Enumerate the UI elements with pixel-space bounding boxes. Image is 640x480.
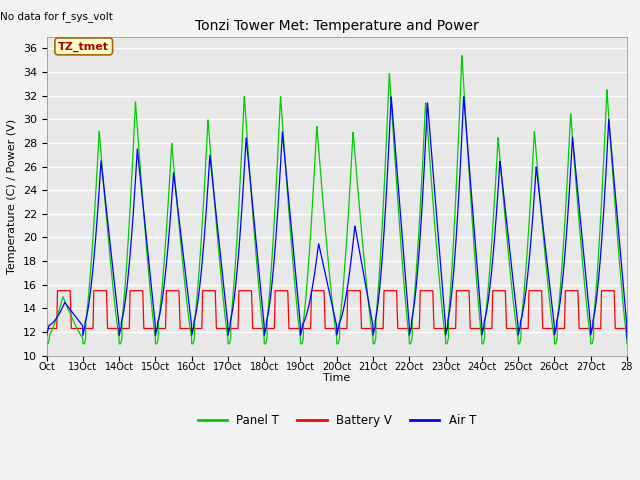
Text: No data for f_sys_volt: No data for f_sys_volt bbox=[0, 11, 113, 22]
Text: TZ_tmet: TZ_tmet bbox=[58, 41, 109, 51]
X-axis label: Time: Time bbox=[323, 373, 350, 384]
Legend: Panel T, Battery V, Air T: Panel T, Battery V, Air T bbox=[193, 409, 481, 432]
Y-axis label: Temperature (C) / Power (V): Temperature (C) / Power (V) bbox=[7, 119, 17, 274]
Title: Tonzi Tower Met: Temperature and Power: Tonzi Tower Met: Temperature and Power bbox=[195, 19, 479, 33]
